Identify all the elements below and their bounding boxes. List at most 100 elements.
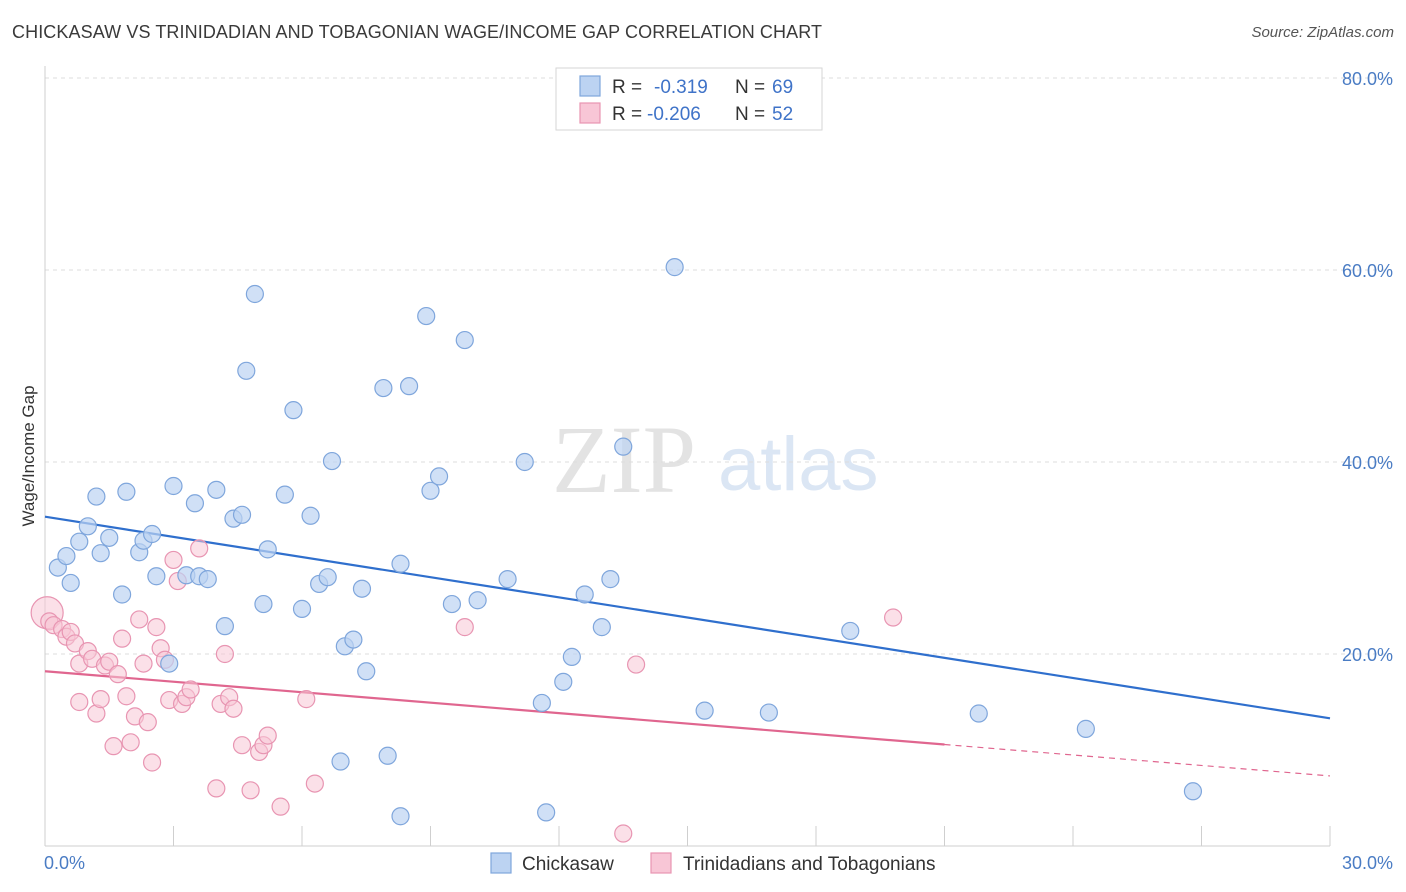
point-chickasaw-37	[344, 630, 363, 649]
chart-title: CHICKASAW VS TRINIDADIAN AND TOBAGONIAN …	[12, 22, 823, 42]
point-trinidadian-46	[297, 690, 316, 709]
point-chickasaw-54	[537, 803, 556, 822]
trend-trinidadian-dashed	[944, 743, 1331, 777]
point-chickasaw-30	[292, 599, 312, 618]
point-chickasaw-65	[969, 704, 988, 723]
point-trinidadian-51	[883, 608, 903, 627]
x-tick-label-end: 30.0%	[1342, 853, 1393, 873]
point-chickasaw-61	[665, 258, 684, 277]
point-chickasaw-41	[378, 746, 397, 765]
point-trinidadian-40	[232, 736, 252, 755]
point-trinidadian-47	[305, 774, 324, 793]
legend-r-value-1: -0.319	[654, 77, 708, 98]
point-trinidadian-34	[190, 539, 209, 558]
point-trinidadian-24	[142, 753, 162, 772]
point-chickasaw-20	[207, 480, 226, 499]
point-trinidadian-8	[70, 692, 89, 712]
point-trinidadian-33	[181, 680, 200, 699]
point-chickasaw-28	[275, 485, 294, 504]
point-chickasaw-33	[318, 568, 337, 587]
point-trinidadian-48	[455, 618, 474, 637]
point-chickasaw-62	[695, 701, 714, 720]
series-legend-label-chickasaw: Chickasaw	[522, 854, 614, 875]
point-chickasaw-38	[357, 662, 376, 681]
point-trinidadian-44	[258, 726, 277, 745]
point-chickasaw-27	[258, 540, 277, 559]
legend-r-label-2: R =	[612, 104, 642, 125]
point-chickasaw-45	[417, 306, 436, 326]
series-legend-label-trinidadian: Trinidadians and Tobagonians	[683, 854, 935, 875]
x-tick-label-start: 0.0%	[44, 853, 85, 873]
point-trinidadian-16	[108, 665, 127, 684]
point-chickasaw-56	[562, 647, 581, 666]
point-chickasaw-63	[759, 703, 778, 722]
point-chickasaw-4	[78, 517, 97, 536]
point-chickasaw-35	[331, 752, 350, 771]
point-chickasaw-14	[160, 654, 179, 673]
point-trinidadian-41	[241, 781, 260, 800]
point-chickasaw-9	[117, 482, 136, 501]
legend-r-value-2: -0.206	[647, 104, 701, 125]
point-trinidadian-50	[626, 655, 646, 674]
series-legend-swatch-trinidadian	[650, 852, 672, 874]
series-chickasaw-points	[48, 258, 1203, 826]
point-trinidadian-49	[614, 824, 633, 843]
point-chickasaw-29	[284, 401, 303, 420]
chart-source: Source: ZipAtlas.com	[1251, 24, 1394, 41]
legend-swatch-chickasaw	[579, 75, 601, 97]
point-trinidadian-18	[117, 687, 136, 706]
point-chickasaw-2	[61, 573, 80, 593]
point-trinidadian-23	[138, 713, 157, 732]
point-chickasaw-67	[1183, 782, 1203, 801]
legend-n-value-1: 69	[772, 77, 793, 98]
watermark-zip: ZIP	[552, 406, 696, 513]
point-trinidadian-37	[215, 644, 234, 664]
point-chickasaw-5	[87, 487, 106, 506]
y-tick-label-20: 20.0%	[1342, 645, 1393, 665]
point-chickasaw-59	[601, 570, 620, 589]
point-chickasaw-12	[142, 524, 162, 544]
series-legend: Chickasaw Trinidadians and Tobagonians	[490, 852, 935, 875]
y-tick-label-40: 40.0%	[1342, 453, 1393, 473]
point-chickasaw-50	[468, 591, 487, 610]
point-chickasaw-15	[164, 476, 183, 496]
trend-chickasaw-solid	[44, 515, 1331, 720]
point-trinidadian-15	[104, 737, 123, 756]
point-chickasaw-42	[391, 807, 410, 826]
point-trinidadian-22	[134, 654, 153, 673]
point-chickasaw-40	[374, 378, 393, 398]
y-tick-label-60: 60.0%	[1342, 261, 1393, 281]
point-chickasaw-31	[301, 506, 320, 525]
point-chickasaw-19	[198, 570, 217, 589]
point-chickasaw-43	[391, 554, 410, 573]
point-chickasaw-8	[112, 585, 132, 604]
point-chickasaw-26	[254, 594, 273, 614]
point-chickasaw-21	[215, 617, 234, 636]
point-chickasaw-39	[352, 579, 372, 598]
point-chickasaw-1	[57, 546, 76, 566]
point-chickasaw-46	[421, 481, 440, 500]
point-chickasaw-34	[322, 451, 342, 471]
trend-line-chickasaw	[44, 515, 1331, 720]
legend-n-label-1: N =	[735, 77, 765, 98]
point-chickasaw-24	[237, 361, 256, 380]
point-chickasaw-49	[455, 330, 474, 350]
point-trinidadian-29	[164, 550, 183, 570]
legend-n-label-2: N =	[735, 104, 765, 125]
legend-r-label-1: R =	[612, 77, 642, 98]
point-chickasaw-58	[592, 618, 611, 637]
correlation-legend: R = -0.319 N = 69 R = -0.206 N = 52	[555, 67, 823, 131]
point-trinidadian-35	[207, 779, 226, 798]
point-chickasaw-23	[232, 505, 252, 524]
point-trinidadian-25	[147, 618, 166, 637]
point-chickasaw-52	[515, 452, 534, 472]
point-chickasaw-17	[185, 494, 205, 513]
point-trinidadian-45	[271, 797, 290, 816]
point-trinidadian-14	[100, 652, 119, 671]
point-chickasaw-25	[245, 284, 264, 304]
point-chickasaw-51	[498, 570, 517, 589]
legend-n-value-2: 52	[772, 104, 793, 125]
point-chickasaw-47	[429, 467, 449, 486]
point-trinidadian-39	[224, 699, 243, 718]
